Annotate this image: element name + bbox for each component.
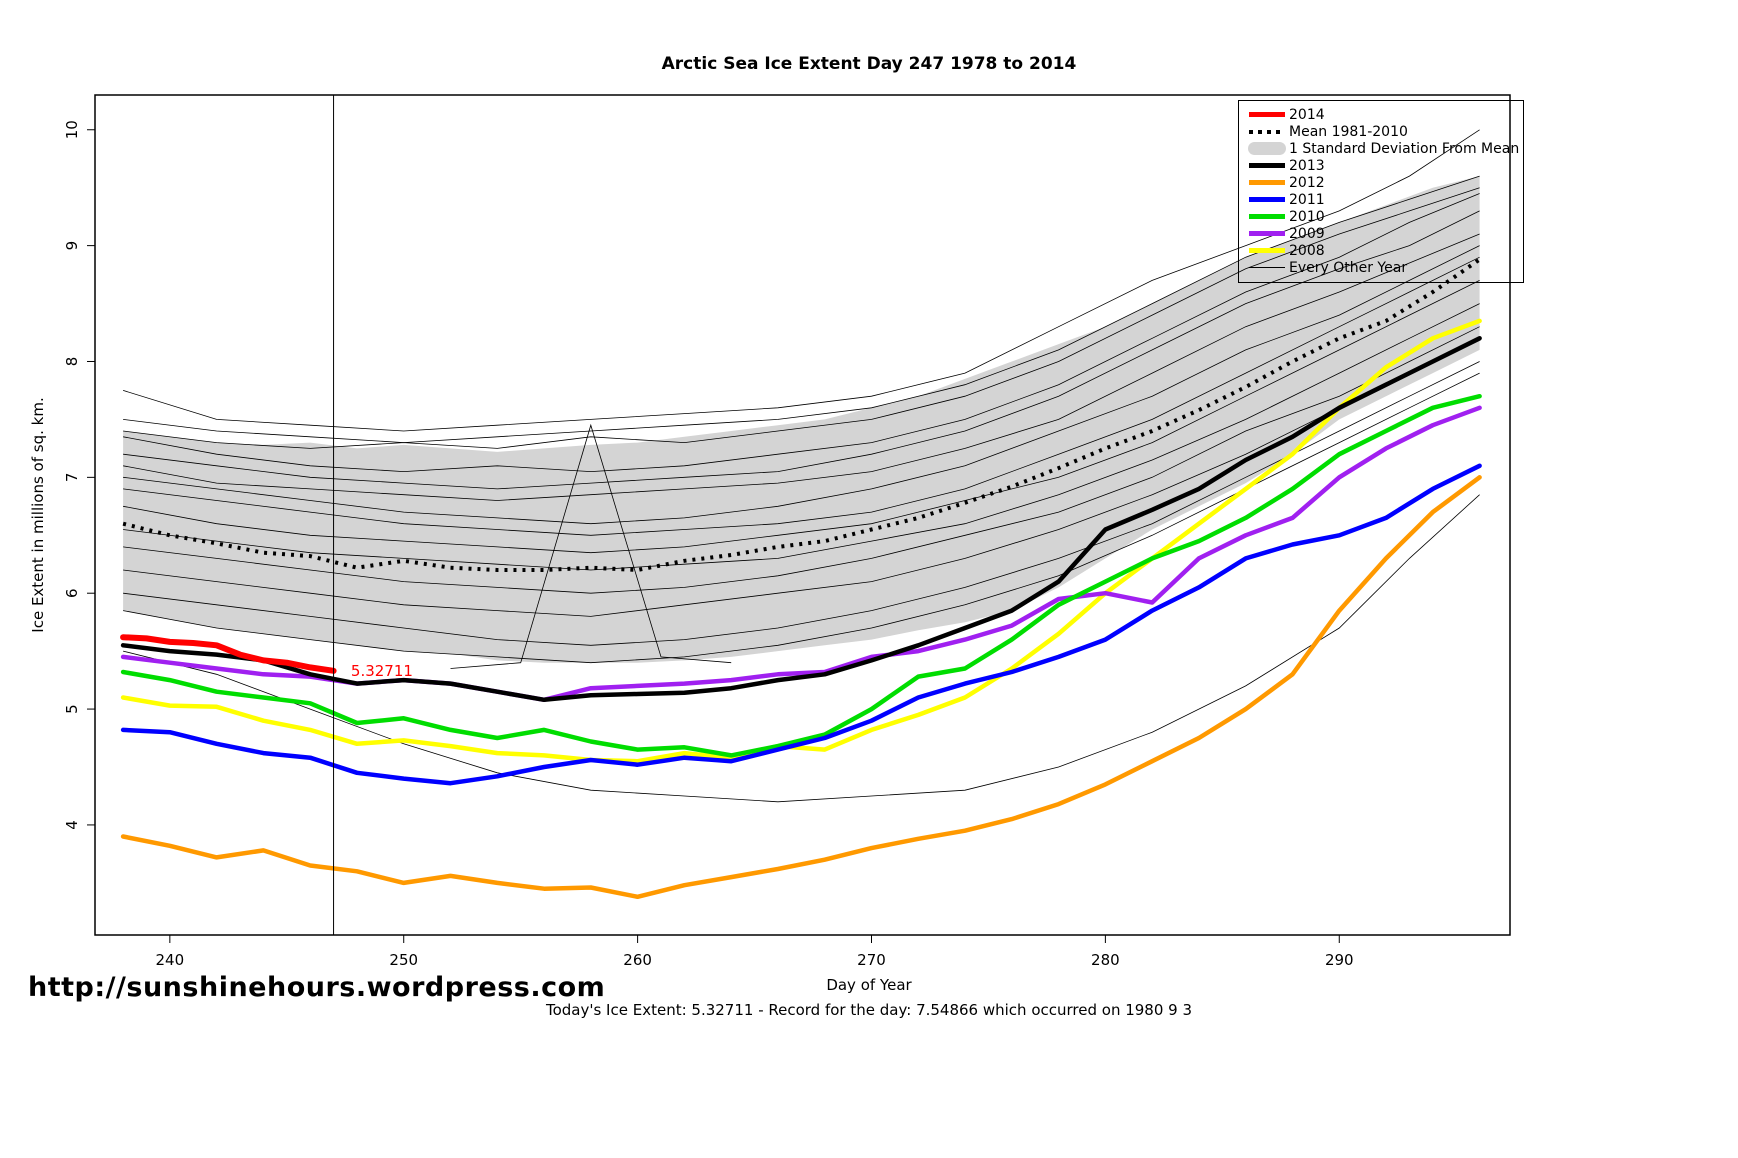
series-line-2012 bbox=[120, 475, 1482, 900]
legend-swatch-icon bbox=[1245, 180, 1289, 185]
legend-item-2008: 2008 bbox=[1245, 242, 1519, 259]
x-tick-label: 270 bbox=[857, 951, 886, 969]
legend-item-2011: 2011 bbox=[1245, 191, 1519, 208]
x-tick-label: 290 bbox=[1325, 951, 1354, 969]
thin-swatch-icon bbox=[1249, 267, 1285, 268]
legend-swatch-icon bbox=[1245, 163, 1289, 168]
legend-swatch-icon bbox=[1245, 214, 1289, 219]
y-tick-label: 9 bbox=[63, 241, 81, 251]
x-tick-label: 260 bbox=[623, 951, 652, 969]
std-dev-band bbox=[123, 176, 1480, 663]
other-year-line bbox=[123, 210, 1480, 490]
legend-swatch-icon bbox=[1245, 129, 1289, 134]
other-year-line bbox=[123, 193, 1480, 473]
other-year-line bbox=[122, 129, 1480, 432]
other-year-line bbox=[123, 245, 1480, 525]
y-axis-label: Ice Extent in millions of sq. km. bbox=[29, 397, 47, 633]
other-year-line bbox=[123, 175, 1480, 444]
band-swatch-icon bbox=[1248, 142, 1286, 155]
legend-label: 1 Standard Deviation From Mean bbox=[1289, 140, 1520, 157]
legend-item-2010: 2010 bbox=[1245, 208, 1519, 225]
site-url-text: http://sunshinehours.wordpress.com bbox=[28, 972, 606, 1003]
legend-label: Mean 1981-2010 bbox=[1289, 123, 1408, 140]
legend-label: 2014 bbox=[1289, 106, 1325, 123]
plot-border bbox=[94, 94, 1511, 936]
other-year-line bbox=[123, 303, 1480, 571]
line-swatch-icon bbox=[1249, 197, 1285, 202]
series-line-2011 bbox=[120, 463, 1482, 786]
legend-item-mean-1981-2010: Mean 1981-2010 bbox=[1245, 123, 1519, 140]
other-year-line bbox=[123, 326, 1480, 594]
series-line-2010 bbox=[120, 393, 1482, 758]
y-tick-label: 4 bbox=[63, 820, 81, 830]
legend-label: 2009 bbox=[1289, 225, 1325, 242]
other-year-line bbox=[450, 423, 732, 669]
legend-swatch-icon bbox=[1245, 267, 1289, 268]
line-swatch-icon bbox=[1249, 214, 1285, 219]
line-swatch-icon bbox=[1249, 112, 1285, 117]
other-year-line bbox=[123, 233, 1480, 501]
legend-swatch-icon bbox=[1245, 231, 1289, 236]
x-axis-label: Day of Year bbox=[826, 976, 912, 994]
x-tick-label: 250 bbox=[389, 951, 418, 969]
legend-item-every-other-year: Every Other Year bbox=[1245, 259, 1519, 276]
line-swatch-icon bbox=[1249, 231, 1285, 236]
legend-swatch-icon bbox=[1245, 142, 1289, 155]
line-swatch-icon bbox=[1249, 163, 1285, 168]
legend-label: 2008 bbox=[1289, 242, 1325, 259]
legend-item-2009: 2009 bbox=[1245, 225, 1519, 242]
dashed-swatch-icon bbox=[1249, 129, 1285, 134]
series-line-2008 bbox=[120, 318, 1482, 764]
legend-swatch-icon bbox=[1245, 197, 1289, 202]
legend-label: 2012 bbox=[1289, 174, 1325, 191]
legend-label: Every Other Year bbox=[1289, 259, 1408, 276]
legend-label: 2010 bbox=[1289, 208, 1325, 225]
series-line-2014 bbox=[120, 634, 337, 674]
legend-box: 2014 Mean 1981-2010 1 Standard Deviation F… bbox=[1238, 100, 1524, 283]
x-tick-label: 280 bbox=[1091, 951, 1120, 969]
legend-item-2012: 2012 bbox=[1245, 174, 1519, 191]
legend-swatch-icon bbox=[1245, 248, 1289, 253]
todays-extent-note: Today's Ice Extent: 5.32711 - Record for… bbox=[545, 1001, 1193, 1019]
y-tick-label: 8 bbox=[63, 357, 81, 367]
other-year-line bbox=[123, 337, 1480, 617]
other-year-line bbox=[123, 494, 1480, 803]
other-year-line bbox=[123, 187, 1480, 449]
other-year-line bbox=[123, 280, 1480, 554]
series-line-2013 bbox=[120, 336, 1482, 703]
y-tick-label: 6 bbox=[63, 588, 81, 598]
legend-swatch-icon bbox=[1245, 112, 1289, 117]
mean-1981-2010-line bbox=[122, 257, 1481, 573]
x-tick-label: 240 bbox=[156, 951, 185, 969]
line-swatch-icon bbox=[1249, 180, 1285, 185]
line-swatch-icon bbox=[1249, 248, 1285, 253]
legend-label: 2011 bbox=[1289, 191, 1325, 208]
other-year-line bbox=[123, 372, 1480, 664]
legend-item-1-standard-deviation-from-mean: 1 Standard Deviation From Mean bbox=[1245, 140, 1519, 157]
legend-item-2014: 2014 bbox=[1245, 106, 1519, 123]
y-tick-label: 10 bbox=[63, 120, 81, 139]
other-year-line bbox=[123, 256, 1480, 536]
ice-extent-annotation: 5.32711 bbox=[351, 662, 413, 680]
legend-label: 2013 bbox=[1289, 157, 1325, 174]
y-tick-label: 5 bbox=[63, 704, 81, 714]
chart-title: Arctic Sea Ice Extent Day 247 1978 to 20… bbox=[661, 54, 1077, 74]
legend-item-2013: 2013 bbox=[1245, 157, 1519, 174]
y-tick-label: 7 bbox=[63, 473, 81, 483]
